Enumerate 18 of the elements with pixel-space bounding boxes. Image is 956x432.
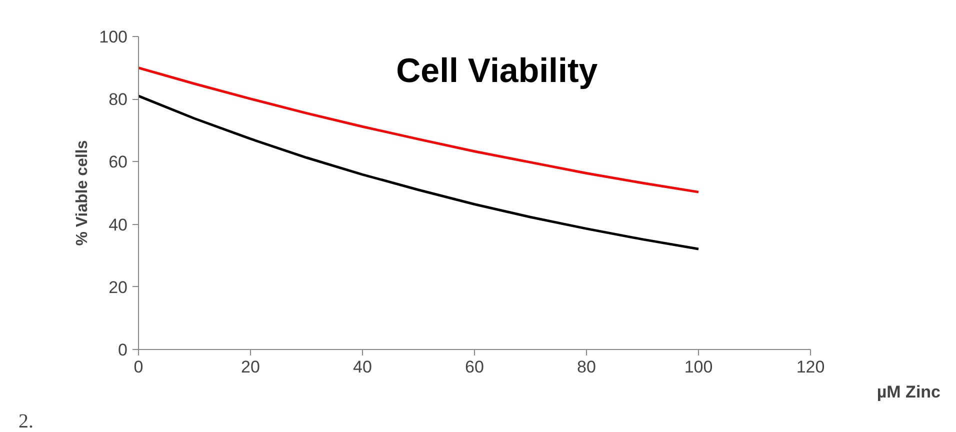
x-tick-label: 0 [134,358,144,376]
y-axis-title: % Viable cells [74,140,92,246]
x-tick-label: 120 [796,358,825,376]
y-tick-label: 80 [108,90,128,110]
x-tick-label: 20 [241,358,260,376]
y-tick-label: 40 [108,215,128,234]
y-tick-label: 0 [118,340,128,360]
x-tick-label: 100 [684,358,713,376]
y-tick-label: 60 [108,152,128,172]
x-tick-label: 60 [465,358,484,376]
y-tick-label: 20 [108,278,128,297]
line-series [138,94,700,250]
text: Cell Viability [396,52,598,90]
x-tick-label: 40 [353,358,372,376]
x-axis-title: µM Zinc [876,382,941,402]
text: 2. [18,410,34,432]
x-tick-label: 80 [577,358,596,376]
y-tick-label: 100 [99,28,128,46]
